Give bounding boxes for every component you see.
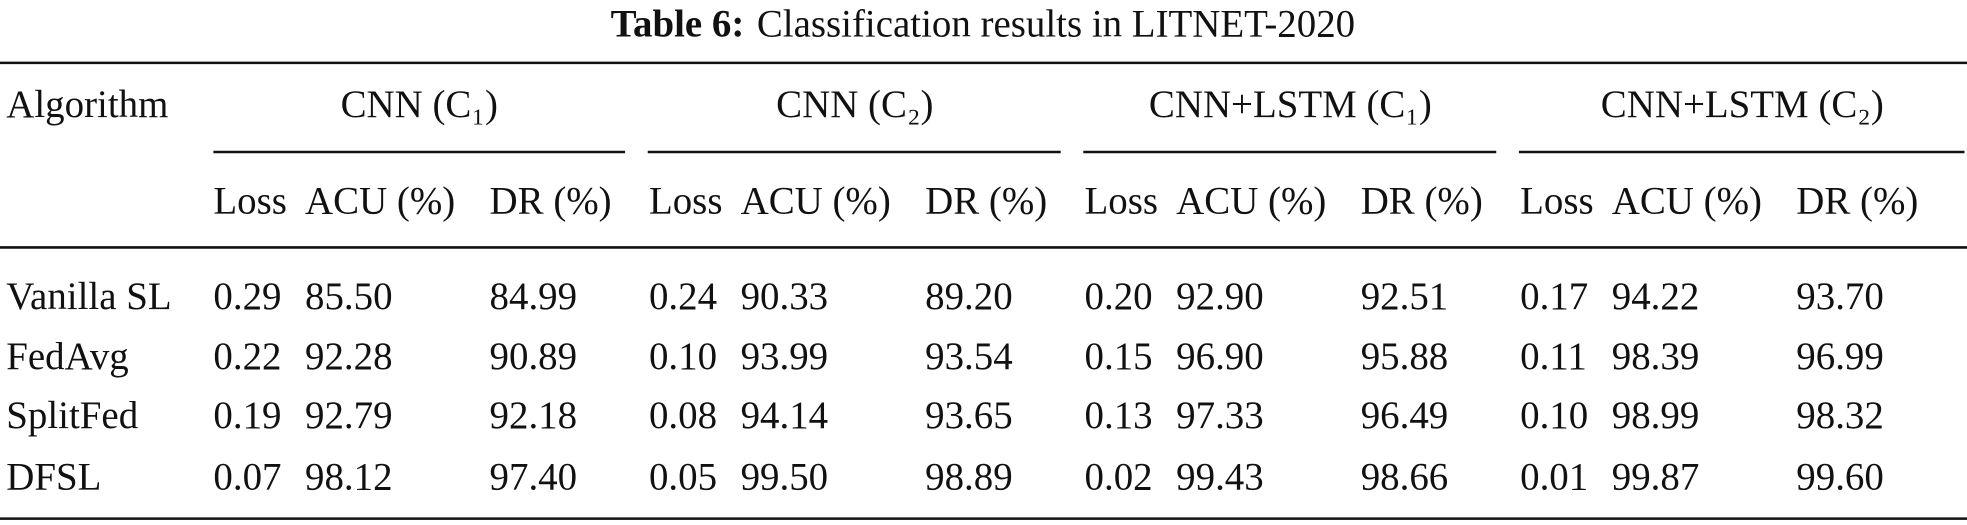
table-cell: 93.70 [1796, 275, 1884, 318]
subheader-cell: Loss [1520, 180, 1594, 223]
table-cell: 95.88 [1361, 335, 1449, 378]
subheader-cell: ACU (%) [305, 180, 455, 223]
table-cell: 94.22 [1612, 275, 1700, 318]
subheader-cell: ACU (%) [741, 180, 891, 223]
table-cell: 96.99 [1796, 335, 1884, 378]
table-cell: 98.32 [1796, 394, 1884, 437]
table-cell: 98.12 [305, 456, 393, 499]
table-cell: 90.89 [490, 335, 578, 378]
table-cell: 99.43 [1176, 456, 1264, 499]
table-cell: 96.90 [1176, 335, 1264, 378]
table-cell: 0.07 [213, 456, 281, 499]
table-cell: 0.17 [1520, 275, 1588, 318]
table-cell: 90.33 [741, 275, 829, 318]
subheader-cell: ACU (%) [1176, 180, 1326, 223]
subheader-cell: Loss [213, 180, 287, 223]
caption-text: Classification results in LITNET-2020 [757, 3, 1355, 46]
table-cell: 99.87 [1612, 456, 1700, 499]
table-cell: 0.10 [649, 335, 717, 378]
subheader-cell: DR (%) [1796, 180, 1918, 223]
table-cell: 98.39 [1612, 335, 1700, 378]
subheader-cell: Loss [649, 180, 723, 223]
subheader-cell: DR (%) [490, 180, 612, 223]
group-header: CNN (C₁) [341, 83, 498, 126]
table-cell: 92.79 [305, 394, 393, 437]
table-cell: 98.66 [1361, 456, 1449, 499]
table-cell: 89.20 [925, 275, 1013, 318]
table-cell: 92.51 [1361, 275, 1449, 318]
table-cell: 0.24 [649, 275, 717, 318]
table-cell: 0.29 [213, 275, 281, 318]
table-cell: 0.02 [1085, 456, 1153, 499]
table-cell: 92.90 [1176, 275, 1264, 318]
subheader-cell: DR (%) [1361, 180, 1483, 223]
group-header: CNN+LSTM (C₁) [1149, 83, 1432, 126]
group-header: CNN+LSTM (C₂) [1601, 83, 1884, 126]
table-cell: 0.11 [1520, 335, 1587, 378]
subheader-cell: Loss [1085, 180, 1159, 223]
table-cell: 0.13 [1085, 394, 1153, 437]
table-cell: 85.50 [305, 275, 393, 318]
row-label: Vanilla SL [6, 275, 171, 318]
table-cell: 98.89 [925, 456, 1013, 499]
table-cell: 93.65 [925, 394, 1013, 437]
table-cell: 92.18 [490, 394, 578, 437]
table-cell: 97.33 [1176, 394, 1264, 437]
table-cell: 93.54 [925, 335, 1013, 378]
table-cell: 84.99 [490, 275, 578, 318]
header-cell: Algorithm [6, 83, 168, 126]
table-cell: 99.60 [1796, 456, 1884, 499]
table-cell: 0.05 [649, 456, 717, 499]
table-caption: Table 6: Classification results in LITNET… [611, 3, 1356, 46]
row-label: DFSL [6, 456, 101, 499]
table-cell: 0.15 [1085, 335, 1153, 378]
row-label: FedAvg [6, 335, 128, 378]
group-header: CNN (C₂) [776, 83, 933, 126]
row-label: SplitFed [6, 394, 138, 437]
subheader-cell: DR (%) [925, 180, 1047, 223]
table-cell: 0.08 [649, 394, 717, 437]
table-cell: 96.49 [1361, 394, 1449, 437]
table-cell: 93.99 [741, 335, 829, 378]
table-cell: 99.50 [741, 456, 829, 499]
table-cell: 0.20 [1085, 275, 1153, 318]
table-cell: 0.10 [1520, 394, 1588, 437]
table-cell: 92.28 [305, 335, 393, 378]
table-cell: 0.19 [213, 394, 281, 437]
table-cell: 98.99 [1612, 394, 1700, 437]
table-cell: 0.22 [213, 335, 281, 378]
table-cell: 94.14 [741, 394, 829, 437]
caption-label: Table 6: [611, 3, 745, 46]
table-cell: 0.01 [1520, 456, 1588, 499]
subheader-cell: ACU (%) [1612, 180, 1762, 223]
table-cell: 97.40 [490, 456, 578, 499]
